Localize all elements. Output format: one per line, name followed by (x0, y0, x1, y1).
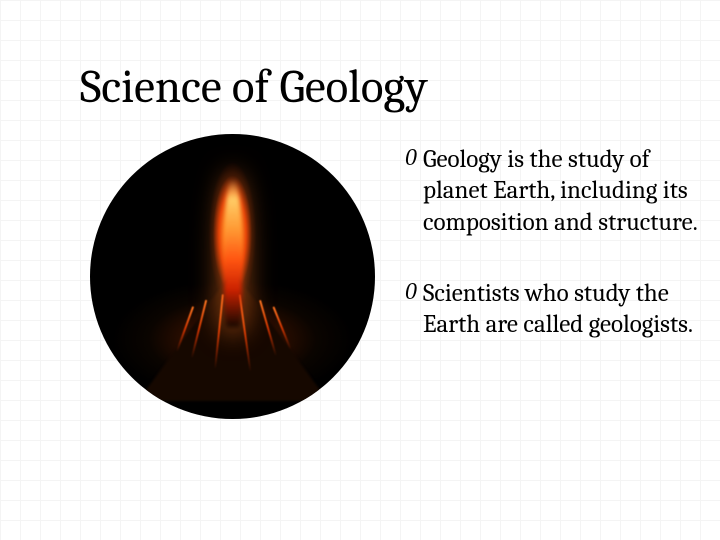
lava-streak-icon (238, 294, 251, 372)
lava-streak-icon (272, 306, 291, 349)
bullet-marker: 0 (405, 278, 417, 307)
bullet-text: Geology is the study of planet Earth, in… (423, 144, 715, 238)
lava-streak-icon (176, 306, 194, 352)
slide-title: Science of Geology (80, 60, 720, 114)
bullet-marker: 0 (405, 144, 417, 173)
lava-streak-icon (191, 300, 207, 359)
bullet-item: 0 Scientists who study the Earth are cal… (405, 278, 715, 341)
lava-streak-icon (214, 294, 224, 369)
bullet-item: 0 Geology is the study of planet Earth, … (405, 144, 715, 238)
content-row: 0 Geology is the study of planet Earth, … (80, 134, 720, 419)
volcano-image (90, 134, 375, 419)
slide: Science of Geology 0 Geology is the stud… (0, 0, 720, 540)
bullet-text: Scientists who study the Earth are calle… (423, 278, 715, 341)
bullet-list: 0 Geology is the study of planet Earth, … (405, 134, 715, 380)
